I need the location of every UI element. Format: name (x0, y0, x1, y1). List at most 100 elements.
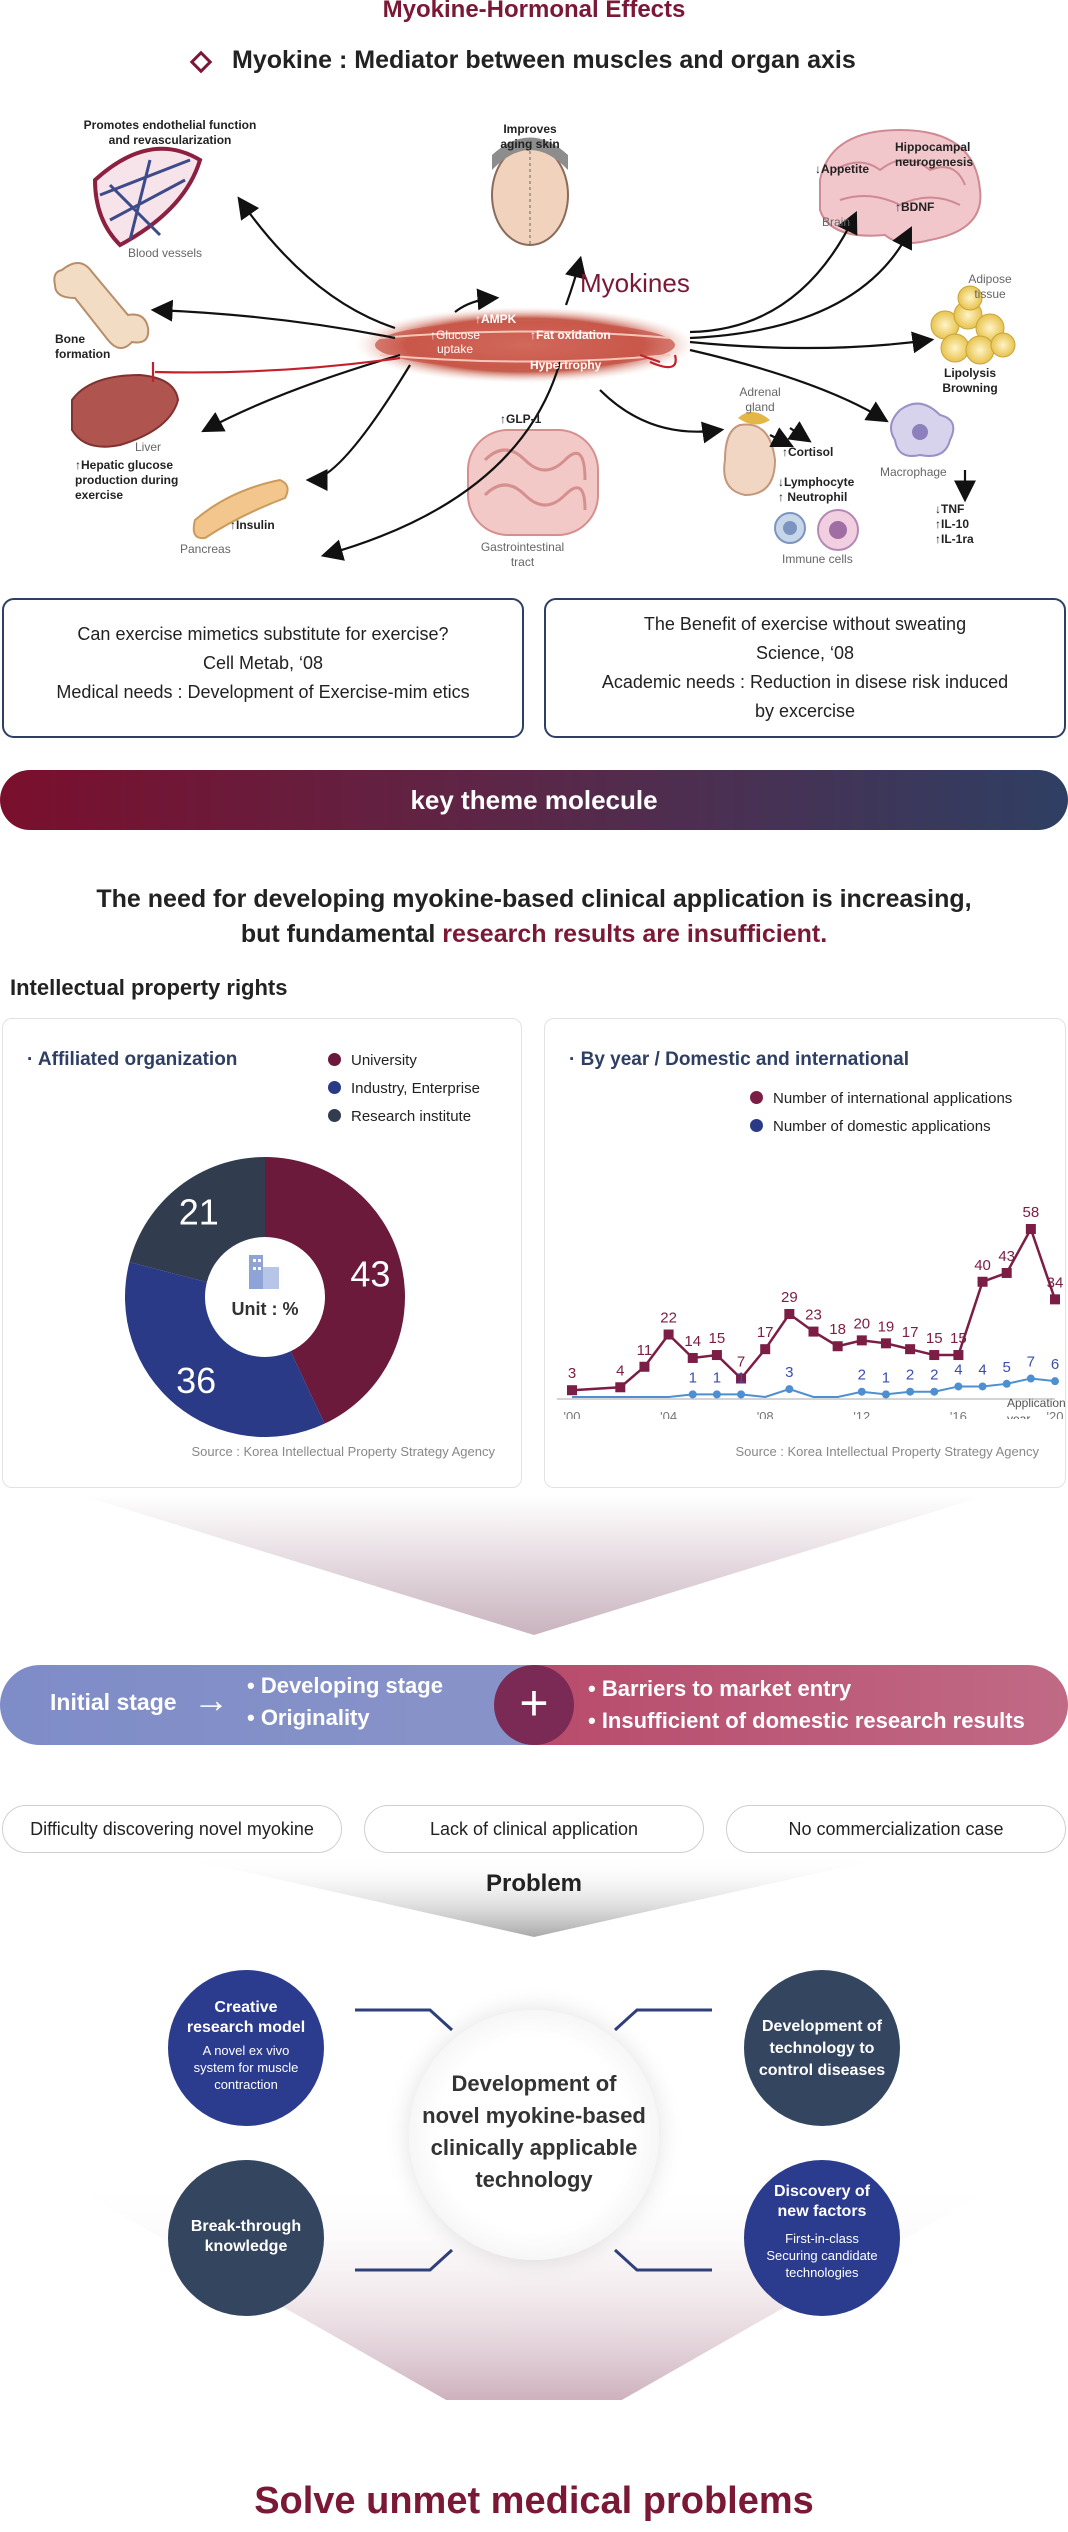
discovery-desc: First-in-class Securing candidate techno… (766, 2231, 878, 2280)
donut-hole (207, 1239, 323, 1355)
devtech-circle: Development of technology to control dis… (744, 1970, 900, 2126)
international-point (1001, 1267, 1012, 1278)
cortisol: ↑Cortisol (782, 445, 834, 459)
ip-title: Intellectual property rights (10, 975, 288, 1000)
line-legend: Number of international applications Num… (750, 1085, 1012, 1141)
line-panel: · By year / Domestic and international N… (544, 1018, 1066, 1488)
ref-line: by excercise (754, 701, 856, 721)
breakthrough-title: Break-through knowledge (190, 2218, 302, 2255)
need-line-1: The need for developing myokine-based cl… (96, 885, 972, 913)
macrophage-illustration (890, 402, 955, 457)
donut-legend: University Industry, Enterprise Research… (328, 1047, 480, 1131)
gi-note: ↑GLP-1 (500, 412, 542, 426)
ref-line: Academic needs : Reduction in disese ris… (601, 672, 1009, 692)
domestic-point (785, 1385, 794, 1394)
donut-source: Source : Korea Intellectual Property Str… (191, 1444, 495, 1459)
international-value-label: 3 (568, 1365, 576, 1382)
international-point (784, 1309, 795, 1319)
brain-neuro: Hippocampal neurogenesis (895, 140, 974, 169)
international-point (929, 1350, 940, 1361)
donut-value-label: 43 (350, 1253, 390, 1294)
domestic-point (737, 1390, 746, 1399)
domestic-value-label: 1 (713, 1369, 721, 1386)
pancreas-illustration (192, 478, 289, 540)
domestic-point (688, 1390, 697, 1399)
brain-appetite: ↓Appetite (815, 162, 869, 176)
blood-vessels-illustration (92, 146, 203, 248)
international-value-label: 15 (926, 1330, 943, 1347)
tnf: ↓TNF (935, 502, 965, 516)
gi-name: Gastrointestinal tract (480, 540, 565, 569)
international-point (953, 1350, 964, 1361)
international-value-label: 20 (853, 1315, 870, 1332)
stage-bar: Initial stage → • Developing stage • Ori… (0, 1665, 1068, 1745)
adipose-illustration (930, 285, 1016, 365)
international-value-label: 15 (709, 1330, 726, 1347)
need-line-2: but fundamental research results are ins… (0, 920, 1068, 949)
page-title: Myokine-Hormonal Effects (382, 0, 686, 23)
creative-circle: Creative research model A novel ex vivo … (168, 1970, 324, 2126)
international-point (905, 1344, 916, 1355)
donut-chart: 43 36 21 Unit : % (125, 1157, 405, 1437)
subtitle: Myokine : Mediator between muscles and o… (232, 46, 856, 74)
domestic-value-label: 4 (978, 1361, 986, 1378)
liver-name: Liver (135, 440, 162, 454)
domestic-point (954, 1382, 963, 1391)
international-point (711, 1350, 722, 1361)
building-icon (249, 1255, 279, 1289)
domestic-point (978, 1382, 987, 1391)
x-tick-label: '20 (1047, 1409, 1064, 1419)
international-point (977, 1276, 988, 1287)
international-value-label: 19 (878, 1318, 895, 1335)
domestic-point (857, 1387, 866, 1396)
line-title: · By year / Domestic and international (569, 1049, 909, 1070)
donut-title-text: Affiliated organization (37, 1049, 238, 1070)
international-point (687, 1352, 698, 1363)
ref-line: The Benefit of exercise without sweating (643, 614, 967, 634)
ref-line: Cell Metab, ‘08 (202, 653, 324, 673)
international-value-label: 4 (616, 1362, 624, 1379)
ref-card-cell-metab: Can exercise mimetics substitute for exe… (2, 598, 524, 738)
macrophage-name: Macrophage (880, 465, 947, 479)
domestic-value-label: 2 (906, 1367, 914, 1384)
pill-commercialization: No commercialization case (726, 1805, 1066, 1853)
donut-panel: · Affiliated organization University Ind… (2, 1018, 522, 1488)
neutrophil: ↑ Neutrophil (778, 490, 848, 504)
stage-left-1: • Developing stage (247, 1673, 443, 1698)
diamond-icon (189, 50, 213, 74)
international-value-label: 18 (829, 1321, 846, 1338)
series-line-domestic (572, 1377, 1056, 1399)
kidney-illustration (723, 411, 777, 497)
pancreas-name: Pancreas (180, 542, 231, 556)
international-value-label: 34 (1047, 1274, 1064, 1291)
creative-desc: A novel ex vivo system for muscle contra… (193, 2043, 299, 2092)
face-illustration (491, 137, 569, 246)
lymphocyte: ↓Lymphocyte (778, 475, 855, 489)
il1ra: ↑IL-1ra (935, 532, 974, 546)
international-point (760, 1344, 771, 1355)
insulin: ↑Insulin (230, 518, 275, 532)
domestic-value-label: 2 (858, 1367, 866, 1384)
center-circle-text: Development of novel myokine-based clini… (422, 2071, 646, 2192)
international-value-label: 43 (998, 1248, 1015, 1265)
funnel-shape (80, 1495, 988, 1635)
ref-line: Can exercise mimetics substitute for exe… (77, 624, 449, 644)
international-point (639, 1361, 650, 1372)
domestic-point (1026, 1374, 1035, 1383)
stage-right-1: • Barriers to market entry (588, 1676, 852, 1701)
x-tick-label: '12 (853, 1409, 870, 1419)
devtech-title: Development of technology to control dis… (758, 2018, 886, 2079)
line-source: Source : Korea Intellectual Property Str… (735, 1444, 1039, 1459)
subtitle-row: Myokine : Mediator between muscles and o… (189, 46, 890, 82)
international-point (736, 1373, 747, 1384)
discovery-circle: Discovery of new factors First-in-class … (744, 2160, 900, 2316)
x-tick-label: '16 (950, 1409, 967, 1419)
muscle-label-hypertrophy: Hypertrophy (530, 358, 602, 372)
donut-value-label: 36 (176, 1360, 216, 1401)
domestic-point (881, 1390, 890, 1399)
legend-item-university: University (328, 1047, 480, 1075)
legend-item-institute: Research institute (328, 1103, 480, 1131)
x-axis-label: Application year (1007, 1396, 1066, 1419)
domestic-value-label: 5 (1003, 1359, 1011, 1376)
key-theme-banner: key theme molecule (0, 770, 1068, 830)
